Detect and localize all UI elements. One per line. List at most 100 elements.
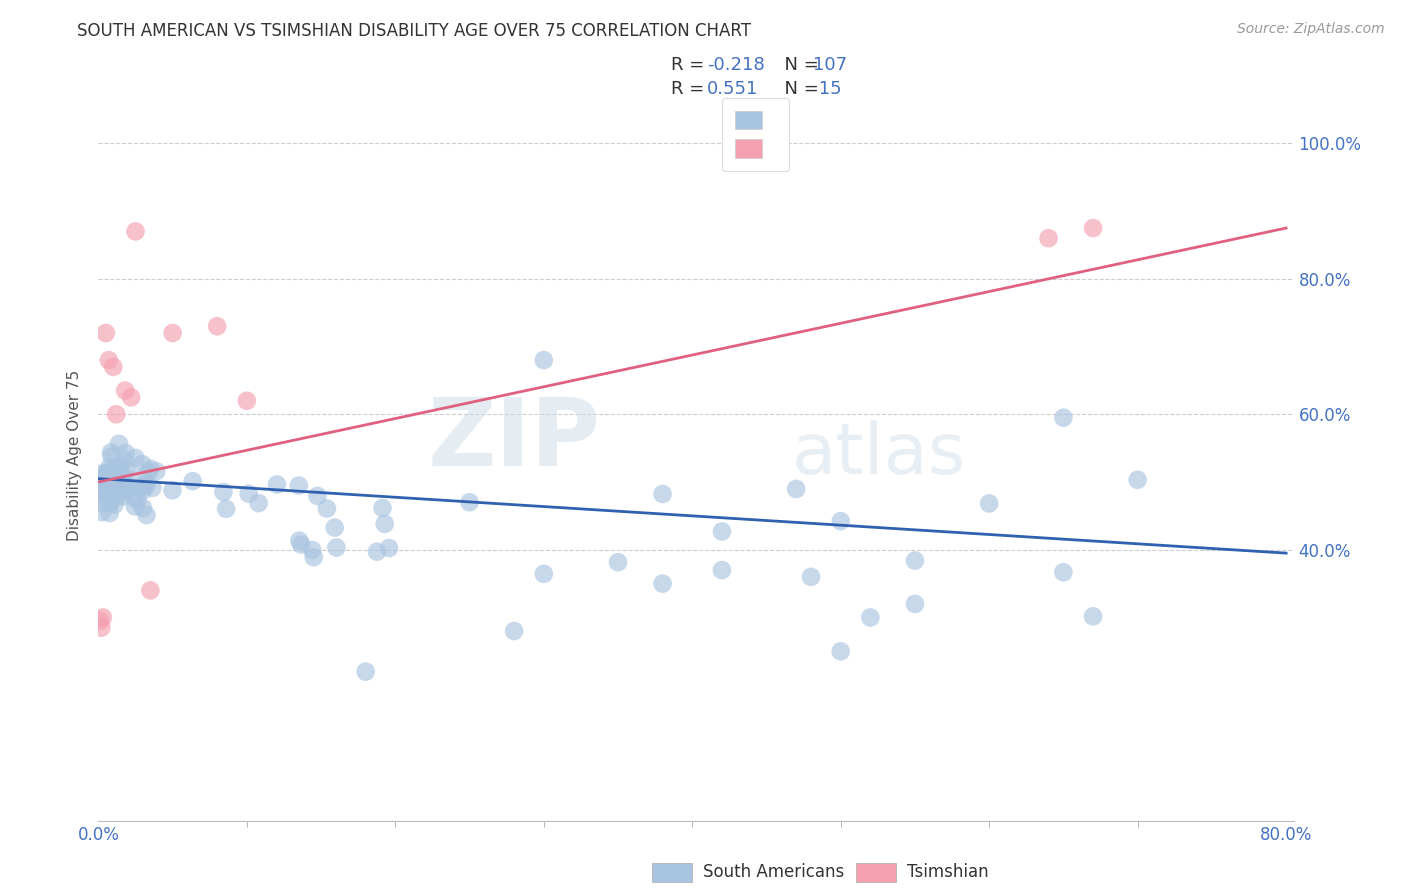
Point [103, 359, 125, 374]
Point [114, 384, 136, 398]
Point [236, 393, 259, 408]
Point [91, 470, 114, 484]
Point [90, 467, 112, 481]
Point [1081, 609, 1104, 624]
Point [266, 477, 288, 491]
Point [96, 481, 118, 495]
Point [101, 480, 124, 494]
Point [100, 480, 122, 494]
Point [651, 576, 673, 591]
Point [91, 610, 114, 624]
Point [238, 486, 260, 500]
Point [90, 496, 112, 510]
Point [107, 475, 129, 490]
Point [366, 545, 388, 559]
Point [162, 326, 184, 340]
Point [112, 489, 135, 503]
Point [124, 450, 146, 465]
Point [96, 466, 118, 480]
Point [135, 478, 157, 492]
Point [120, 390, 142, 404]
Point [607, 555, 630, 569]
Point [98, 506, 121, 520]
Point [307, 489, 329, 503]
Point [89, 487, 111, 501]
Point [979, 496, 1001, 510]
Point [323, 520, 346, 534]
Point [124, 491, 146, 505]
Y-axis label: Disability Age Over 75: Disability Age Over 75 [67, 369, 83, 541]
Point [132, 483, 155, 498]
Point [98, 460, 121, 475]
Point [290, 537, 312, 551]
Point [135, 508, 157, 522]
Point [107, 468, 129, 483]
Point [325, 541, 347, 555]
Point [800, 570, 823, 584]
Point [651, 487, 673, 501]
Point [458, 495, 481, 509]
Point [104, 483, 127, 497]
Point [141, 481, 163, 495]
Point [100, 485, 122, 500]
Point [105, 483, 128, 497]
Point [98, 468, 121, 483]
Point [503, 624, 526, 638]
Point [97, 486, 120, 500]
Point [101, 464, 124, 478]
Point [105, 462, 128, 476]
Point [288, 478, 311, 492]
Point [212, 484, 235, 499]
Point [91, 505, 114, 519]
Point [97, 467, 120, 481]
Point [247, 496, 270, 510]
Point [105, 464, 128, 478]
Point [91, 484, 114, 499]
Text: N =: N = [773, 80, 825, 98]
Point [110, 476, 132, 491]
Text: R =: R = [671, 80, 710, 98]
Point [110, 473, 132, 487]
Point [114, 483, 136, 498]
Point [859, 610, 882, 624]
Point [93, 480, 115, 494]
Point [114, 446, 136, 460]
Text: 107: 107 [813, 56, 846, 74]
Point [124, 224, 146, 238]
Point [830, 514, 852, 528]
Point [101, 467, 124, 482]
Point [1038, 231, 1060, 245]
Point [115, 483, 138, 497]
Point [533, 353, 555, 368]
Point [103, 470, 125, 484]
Point [115, 478, 138, 492]
Text: South Americans: South Americans [703, 863, 844, 881]
Point [533, 566, 555, 581]
Text: 0.551: 0.551 [707, 80, 759, 98]
Point [1052, 566, 1074, 580]
Text: -0.218: -0.218 [707, 56, 765, 74]
Point [302, 550, 325, 565]
Point [110, 467, 132, 481]
Point [1081, 221, 1104, 235]
Point [103, 471, 125, 485]
Point [108, 436, 131, 450]
Point [103, 474, 125, 488]
Point [96, 490, 118, 504]
Point [101, 482, 124, 496]
Point [97, 469, 120, 483]
Point [145, 464, 167, 478]
Text: R =: R = [671, 56, 710, 74]
Point [354, 665, 377, 679]
Point [139, 462, 162, 476]
Point [115, 464, 138, 478]
Point [904, 553, 927, 567]
Point [89, 614, 111, 628]
Point [98, 496, 121, 510]
Point [132, 501, 155, 516]
Point [96, 476, 118, 491]
Point [904, 597, 927, 611]
Text: atlas: atlas [792, 420, 966, 490]
Point [710, 524, 733, 539]
Point [205, 319, 228, 334]
